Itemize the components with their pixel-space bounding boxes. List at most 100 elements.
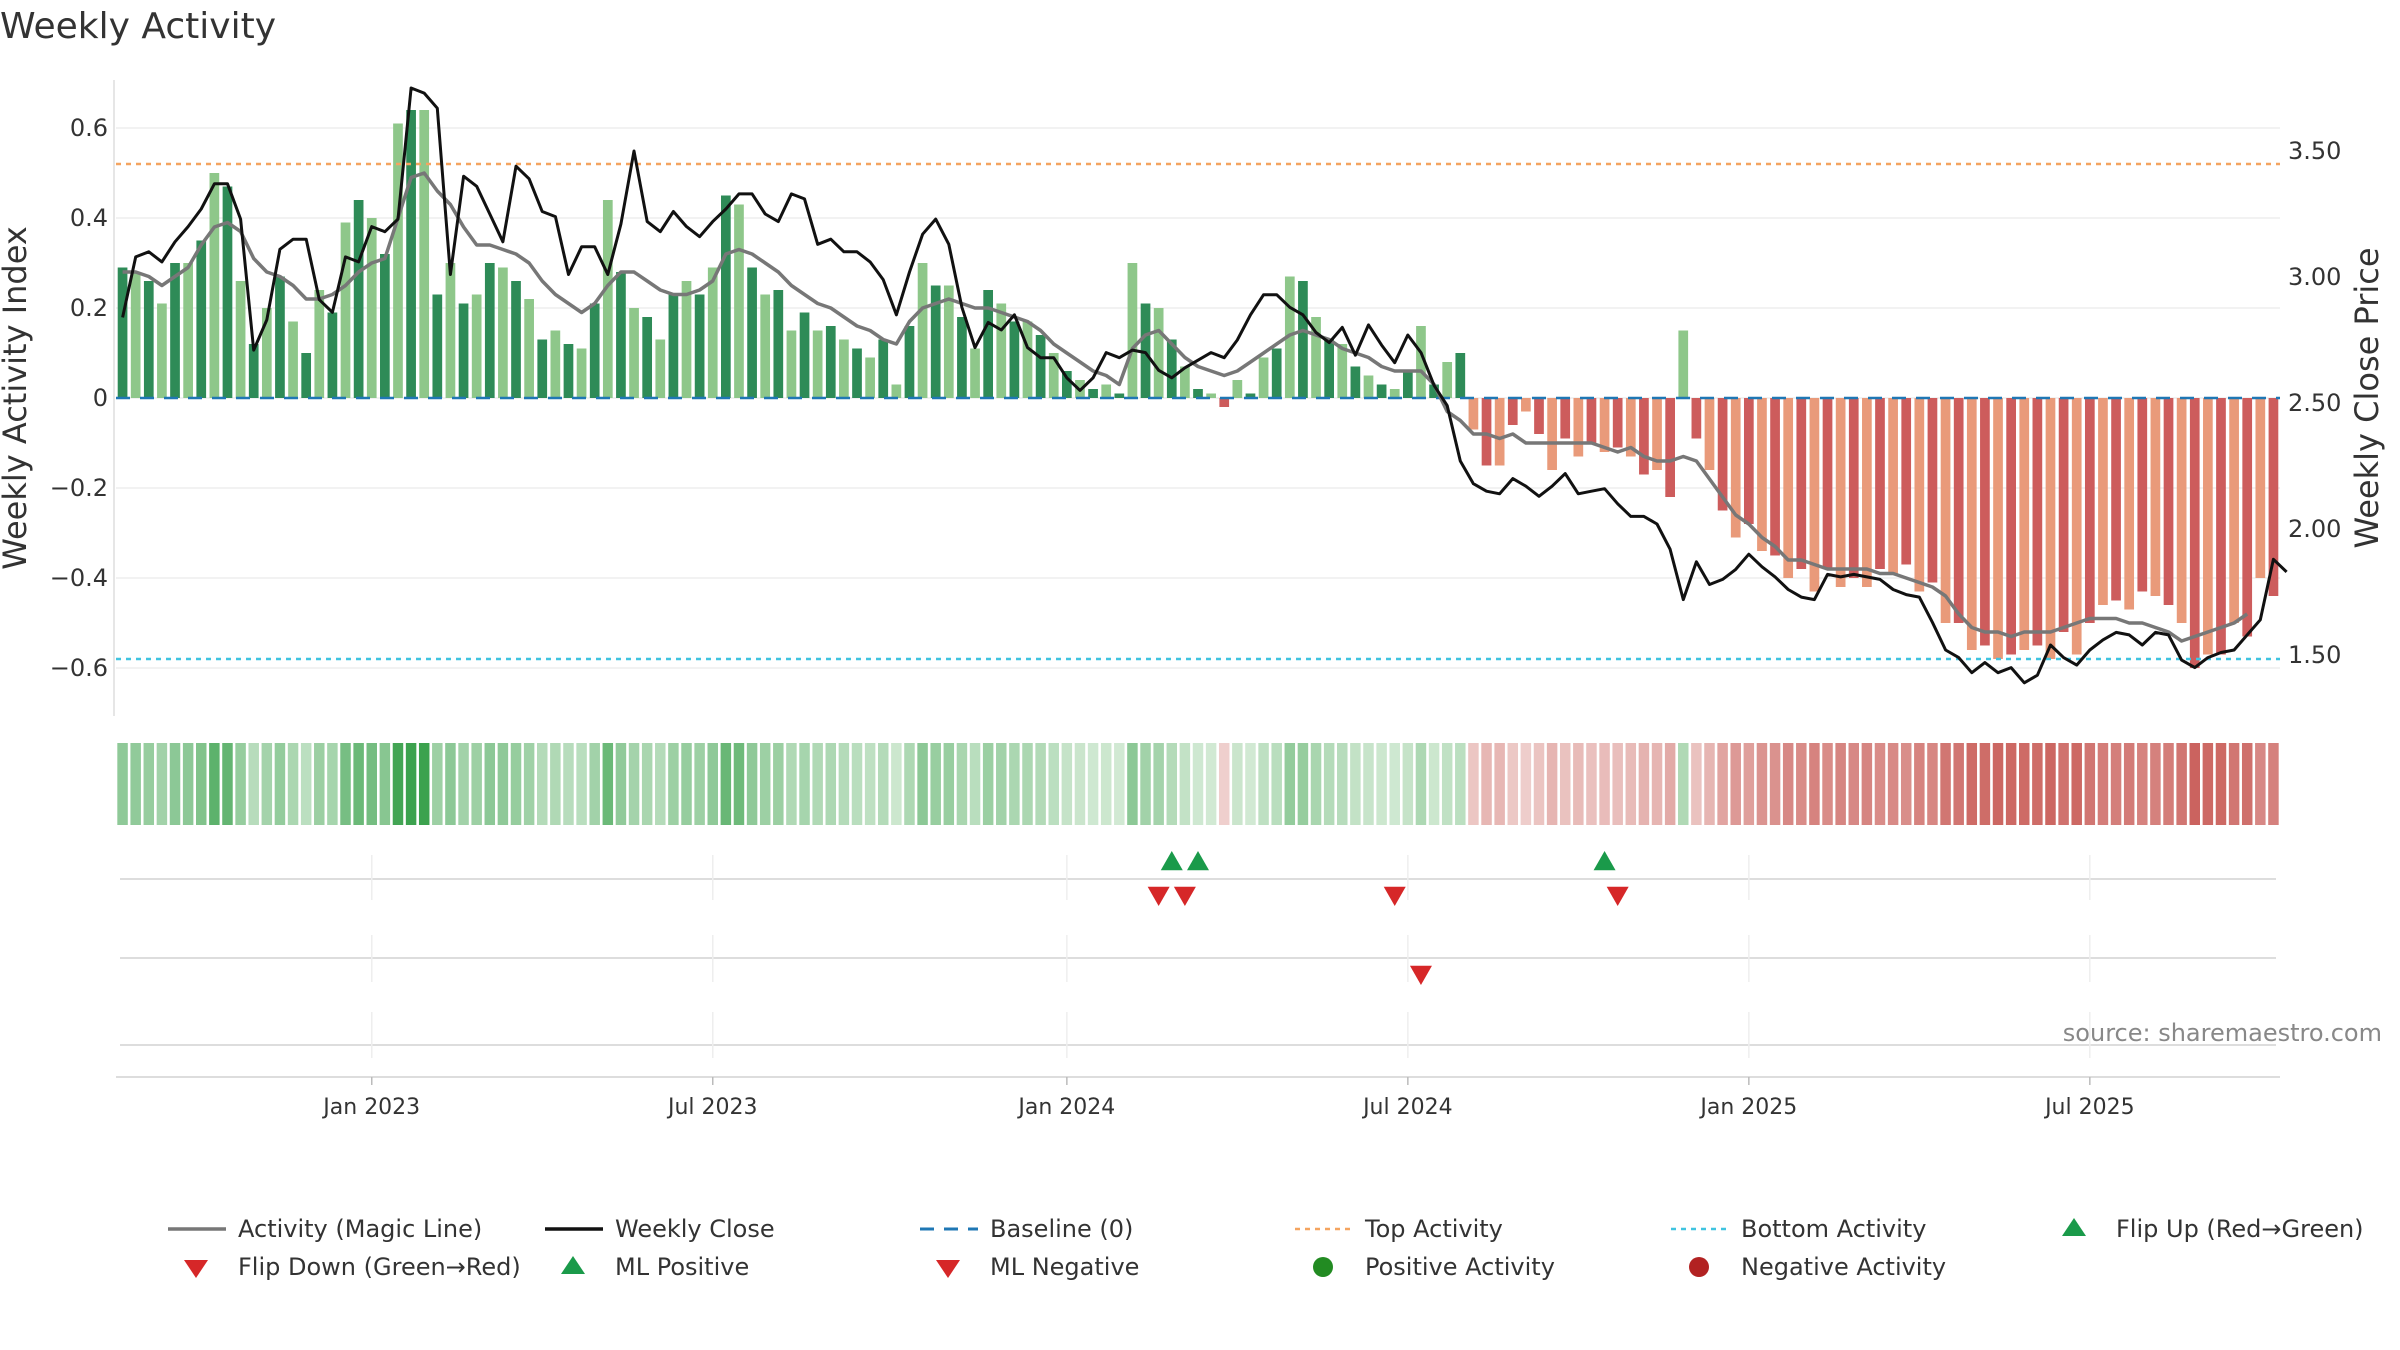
activity-bar [1612,398,1623,448]
heat-strip-cell [1271,743,1282,825]
heat-strip-cell [969,743,981,825]
heat-strip-cell [1861,743,1873,825]
y-tick-right: 3.00 [2288,263,2341,291]
heat-strip-cell [2189,743,2200,825]
activity-bar [786,330,797,398]
activity-bar [970,348,980,398]
heat-strip-cell [825,743,837,825]
heat-strip-cell [2176,743,2187,825]
activity-bar [550,330,561,398]
heat-strip-cell [851,743,863,825]
legend-label: Negative Activity [1741,1253,1946,1281]
heat-strip-cell [1730,743,1741,825]
heat-strip-cell [2202,743,2214,825]
flip-up-marker [1187,851,1209,871]
activity-bar [1599,398,1610,452]
heat-strip-cell [287,743,299,825]
heat-strip-cell [1507,743,1519,825]
activity-bar [1140,303,1151,398]
y-tick-right: 2.50 [2288,389,2341,417]
heat-strip-cell [2110,743,2122,825]
weekly-close-line [121,86,2288,685]
x-tick-label: Jul 2024 [1361,1095,1453,1120]
heat-strip-cell [563,743,574,825]
activity-bar [891,384,902,398]
activity-bar [1966,398,1977,650]
legend-item-negact: Negative Activity [1689,1253,1946,1281]
heat-strip-cell [2045,743,2056,825]
legend-label: ML Positive [615,1253,749,1281]
activity-bar [471,294,482,398]
activity-bar [1088,389,1098,398]
heat-strip-cell [1586,743,1597,825]
heat-strip-cell [1363,743,1374,825]
activity-bar [1468,398,1479,430]
heat-strip-cell [2032,743,2043,825]
heat-strip-cell [314,743,325,825]
heat-strip-cell [1350,743,1361,825]
heat-strip-cell [340,743,351,825]
activity-bar [1809,398,1820,592]
heat-strip-cell [1323,743,1335,825]
heat-strip-cell [1022,743,1033,825]
activity-bar [1901,398,1912,565]
heat-strip-cell [1245,743,1256,825]
heat-strip-cell [1520,743,1532,825]
activity-bar [117,267,128,398]
activity-bar [943,285,954,398]
activity-bar [747,267,757,398]
heat-strip-cell [641,743,653,825]
heat-strip-cell [2150,743,2161,825]
heat-strip-cell [1743,743,1755,825]
activity-bar [1048,353,1059,398]
activity-bar [1586,398,1597,443]
activity-bar [2176,398,2187,623]
heat-strip-cell [1992,743,2004,825]
activity-bar [2032,398,2043,646]
heat-strip-cell [655,743,666,825]
activity-bar [393,123,403,398]
y-axis-label-right: Weekly Close Price [2348,247,2386,548]
activity-bar [1311,317,1321,398]
activity-bar [1455,353,1466,398]
activity-bar [839,339,849,398]
activity-bar [353,200,364,398]
activity-bar [288,321,298,398]
heat-strip-cell [877,743,889,825]
activity-bar [1271,348,1282,398]
heat-strip-cell [746,743,758,825]
heat-strip-cell [1664,743,1676,825]
heat-strip-cell [1468,743,1479,825]
activity-bar [576,348,587,398]
activity-bar [1416,326,1426,398]
activity-bar [694,294,705,398]
heat-strip-cell [1900,743,1912,825]
activity-bar [2150,398,2161,596]
activity-bar [1507,398,1518,425]
activity-bar [314,290,325,398]
heat-strip-cell [1284,743,1296,825]
heat-strip-cell [1402,743,1414,825]
activity-bar [2098,398,2108,605]
heat-strip-cell [576,743,587,825]
heat-strip-cell [497,743,509,825]
activity-bar [957,317,967,398]
activity-bar [1717,398,1728,511]
x-tick-label: Jan 2025 [1698,1095,1797,1120]
legend-item-posact: Positive Activity [1313,1253,1555,1281]
heat-strip-cell [1809,743,1820,825]
heat-strip-cell [366,743,377,825]
legend-label: Bottom Activity [1741,1215,1926,1243]
heat-strip-cell [891,743,902,825]
activity-bar [2137,398,2148,592]
heat-strip-cell [1612,743,1623,825]
y-axes: 0.6 0.4 0.2 0 −0.2 −0.4 −0.6 3.50 3.00 2.50 2.00 1.… [50,114,2342,682]
activity-bar [1770,398,1780,556]
heat-strip-cell [209,743,220,825]
heat-strip-cell [1441,743,1453,825]
legend-label: Baseline (0) [990,1215,1133,1243]
legend-item-bottom: Bottom Activity [1671,1215,1926,1243]
heat-strip-cell [405,743,417,825]
legend-triangle-up-icon [561,1256,585,1274]
heat-strip-cell [432,743,443,825]
